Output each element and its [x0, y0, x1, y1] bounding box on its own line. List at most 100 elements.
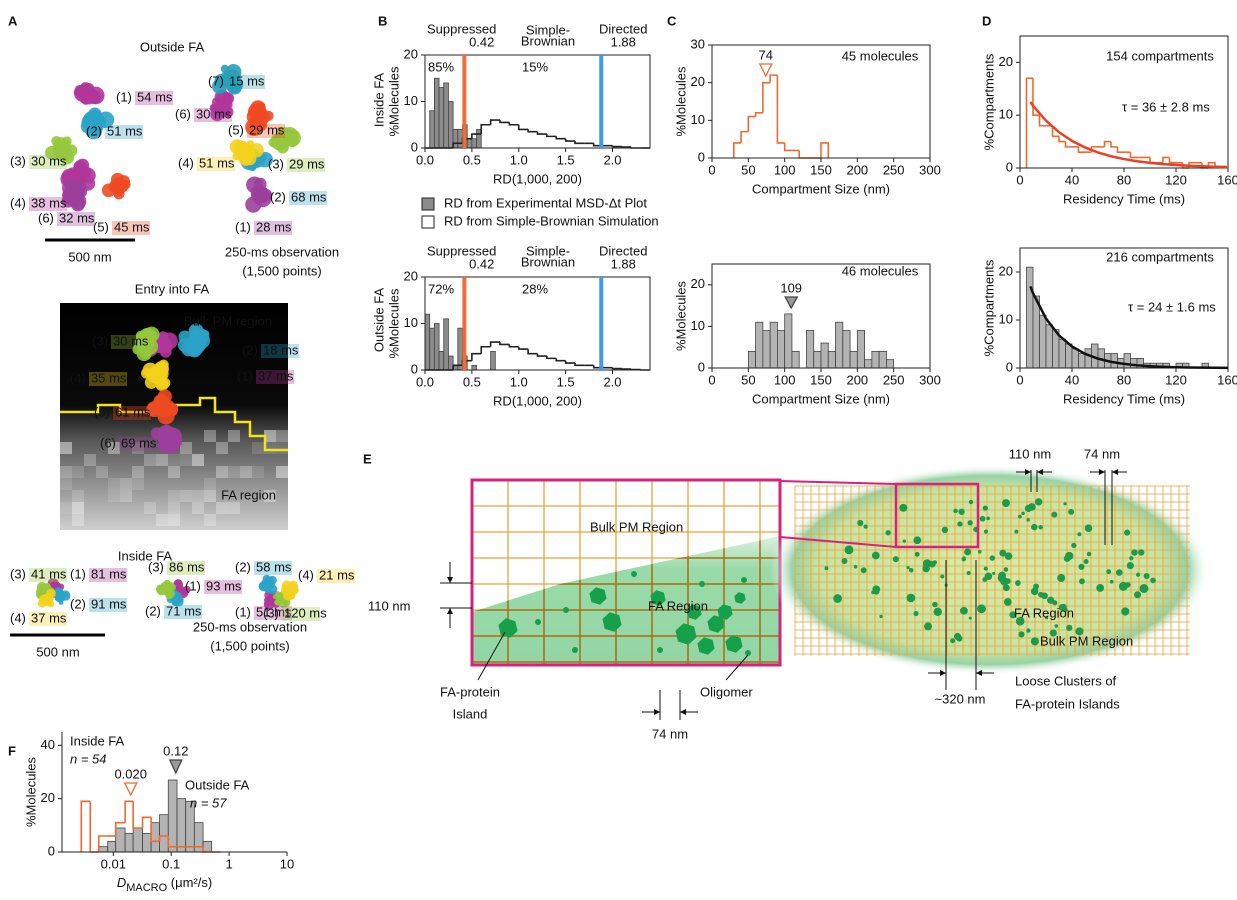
oligomer [1078, 563, 1085, 570]
image-pixel [132, 478, 144, 490]
legend-label: RD from Experimental MSD-Δt Plot [444, 195, 647, 210]
time-box [317, 569, 355, 583]
step [1058, 136, 1066, 143]
oligomer [1143, 572, 1150, 579]
oligomer [1018, 514, 1022, 519]
trajectory-id: (4) [10, 610, 26, 625]
trajectory-time: 71 ms [166, 603, 202, 618]
y-axis-label: %Compartments [981, 259, 996, 356]
trajectory-id: (5) [228, 122, 244, 137]
oligomer [1052, 600, 1058, 606]
step [508, 344, 519, 348]
bar [820, 342, 829, 369]
trajectory-blob [141, 329, 152, 339]
panel-letter: B [378, 13, 387, 28]
arrowhead [654, 709, 660, 715]
step [517, 346, 529, 350]
region-label: FA Region [1014, 605, 1074, 620]
x-tick-label: 300 [919, 372, 941, 387]
bar [443, 82, 449, 149]
oligomer [1030, 637, 1039, 646]
x-tick-label: 0.1 [162, 856, 180, 871]
trajectory-id: (2) [270, 189, 286, 204]
x-tick-label: 0 [1016, 172, 1023, 187]
x-tick-label: 300 [919, 162, 941, 177]
image-pixel [72, 502, 84, 514]
step [747, 115, 756, 132]
bar [835, 321, 844, 369]
oligomer [1143, 586, 1149, 592]
trajectory-id: (2) [145, 603, 161, 618]
bar [1058, 338, 1066, 369]
fa-protein-island [734, 592, 746, 604]
image-pixel [108, 490, 120, 502]
trajectory-time: 86 ms [169, 559, 205, 574]
trajectory-time: 69 ms [121, 435, 157, 450]
step [783, 142, 792, 152]
trajectory-time: 58 ms [256, 559, 292, 574]
fit-curve [1029, 285, 1229, 370]
step [508, 122, 519, 126]
series-label: Inside FA [70, 733, 125, 748]
bar [1130, 357, 1138, 369]
image-pixel [60, 442, 72, 454]
time-box [247, 124, 285, 138]
x-tick-label: 100 [774, 162, 796, 177]
trajectory-time: 45 ms [114, 219, 150, 234]
arrowhead [1025, 469, 1031, 475]
bar [98, 846, 109, 853]
oligomer [1106, 569, 1112, 575]
trajectory-blob [157, 389, 172, 404]
bar [1071, 348, 1079, 369]
oligomer [1057, 573, 1066, 582]
bar [1123, 353, 1131, 369]
trajectory-blob [256, 101, 266, 112]
time-box [89, 372, 127, 386]
x-tick-label: 0 [1016, 372, 1023, 387]
x-tick-label: 0 [708, 162, 715, 177]
step [546, 356, 557, 360]
trajectory-id: (2) [235, 559, 251, 574]
oligomer [977, 604, 986, 614]
x-tick-label: 100 [774, 372, 796, 387]
image-pixel [168, 466, 180, 478]
trajectory-blob [89, 92, 100, 103]
trajectory-time: 30 ms [31, 153, 67, 168]
bar [769, 321, 778, 369]
image-pixel [108, 478, 120, 490]
trajectory-blob [287, 584, 296, 593]
trajectory-blob [146, 401, 163, 418]
symbol: D [117, 875, 126, 890]
y-axis-label: %Molecules [386, 288, 401, 359]
time-box [289, 191, 327, 205]
trajectory-blob [245, 149, 255, 158]
bar [132, 827, 143, 853]
y-tick-label: 10 [404, 315, 418, 330]
step [150, 817, 160, 843]
oligomer [968, 616, 972, 620]
bar [755, 321, 764, 369]
oligomer [992, 571, 996, 575]
y-tick-label: 0 [1006, 359, 1013, 374]
image-pixel [264, 430, 276, 442]
image-pixel [132, 466, 144, 478]
x-axis-label: RD(1,000, 200) [493, 171, 582, 186]
bar [433, 323, 440, 371]
oligomer [1086, 551, 1092, 557]
oligomer [914, 551, 920, 557]
step [452, 142, 463, 148]
trajectory-blob [271, 134, 288, 151]
image-pixel [60, 466, 72, 478]
oligomer [1003, 584, 1010, 592]
row-label: Inside FA [371, 73, 386, 128]
trajectory-blob [163, 587, 169, 593]
x-tick-label: 0.0 [416, 152, 434, 167]
callout: FA-protein Islands [1015, 696, 1120, 711]
fa-region [472, 536, 780, 665]
trajectory-id: (1) [235, 219, 251, 234]
step [527, 349, 538, 355]
image-pixel [168, 514, 180, 526]
y-tick-label: 0 [411, 361, 418, 376]
oligomer [699, 581, 705, 587]
y-tick-label: 0 [411, 139, 418, 154]
